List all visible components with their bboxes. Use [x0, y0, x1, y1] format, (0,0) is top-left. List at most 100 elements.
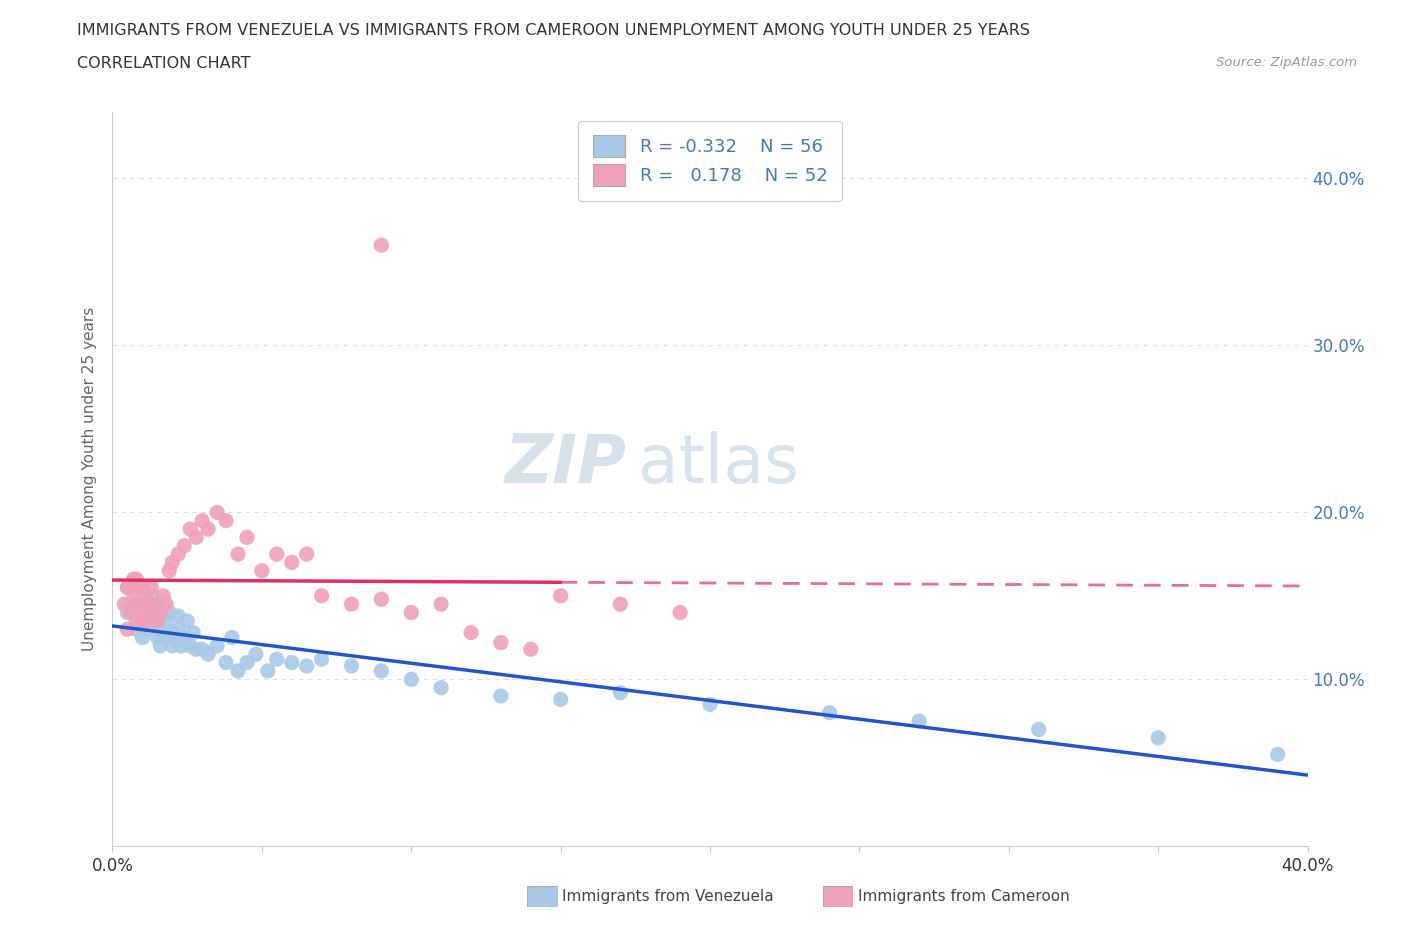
- Point: [152, 589, 174, 604]
- Point: [609, 685, 631, 700]
- Point: [128, 580, 150, 595]
- Point: [181, 625, 204, 640]
- Point: [162, 555, 183, 570]
- Point: [179, 522, 201, 537]
- Point: [281, 656, 304, 671]
- Text: atlas: atlas: [638, 432, 799, 498]
- Point: [131, 597, 153, 612]
- Point: [1028, 722, 1050, 737]
- Point: [117, 622, 139, 637]
- Point: [131, 614, 153, 629]
- Point: [131, 580, 153, 595]
- Point: [191, 642, 214, 657]
- Point: [609, 597, 631, 612]
- Point: [138, 622, 160, 637]
- Point: [489, 688, 512, 703]
- Point: [1267, 747, 1289, 762]
- Point: [125, 614, 148, 629]
- Point: [167, 608, 190, 623]
- Text: Source: ZipAtlas.com: Source: ZipAtlas.com: [1216, 56, 1357, 69]
- Point: [818, 705, 841, 720]
- Point: [669, 605, 692, 620]
- Point: [146, 614, 169, 629]
- Point: [138, 605, 160, 620]
- Point: [215, 513, 238, 528]
- Point: [146, 597, 169, 612]
- Point: [197, 647, 219, 662]
- Point: [155, 597, 177, 612]
- Point: [138, 614, 160, 629]
- Point: [125, 622, 148, 637]
- Point: [131, 631, 153, 645]
- Point: [146, 597, 169, 612]
- Point: [245, 647, 267, 662]
- Point: [117, 580, 139, 595]
- Point: [250, 564, 273, 578]
- Point: [550, 589, 572, 604]
- Point: [191, 513, 214, 528]
- Point: [117, 580, 139, 595]
- Point: [179, 639, 201, 654]
- Point: [155, 631, 177, 645]
- Point: [131, 614, 153, 629]
- Text: ZIP: ZIP: [505, 432, 627, 498]
- Legend: R = -0.332    N = 56, R =   0.178    N = 52: R = -0.332 N = 56, R = 0.178 N = 52: [578, 121, 842, 201]
- Point: [281, 555, 304, 570]
- Point: [162, 639, 183, 654]
- Point: [167, 547, 190, 562]
- Text: Immigrants from Venezuela: Immigrants from Venezuela: [562, 889, 775, 904]
- Point: [149, 605, 172, 620]
- Point: [311, 589, 333, 604]
- Point: [120, 605, 142, 620]
- Point: [236, 530, 259, 545]
- Point: [134, 605, 156, 620]
- Text: IMMIGRANTS FROM VENEZUELA VS IMMIGRANTS FROM CAMEROON UNEMPLOYMENT AMONG YOUTH U: IMMIGRANTS FROM VENEZUELA VS IMMIGRANTS …: [77, 23, 1031, 38]
- Point: [908, 713, 931, 728]
- Point: [146, 631, 169, 645]
- Point: [520, 642, 543, 657]
- Point: [167, 622, 190, 637]
- Point: [489, 635, 512, 650]
- Point: [205, 639, 228, 654]
- Point: [173, 538, 195, 553]
- Point: [205, 505, 228, 520]
- Point: [186, 530, 208, 545]
- Text: Immigrants from Cameroon: Immigrants from Cameroon: [858, 889, 1070, 904]
- Point: [550, 692, 572, 707]
- Point: [215, 656, 238, 671]
- Point: [114, 597, 135, 612]
- Point: [340, 658, 363, 673]
- Point: [340, 597, 363, 612]
- Point: [370, 663, 392, 678]
- Point: [257, 663, 280, 678]
- Point: [134, 589, 156, 604]
- Point: [162, 625, 183, 640]
- Point: [370, 238, 392, 253]
- Point: [236, 656, 259, 671]
- Point: [125, 597, 148, 612]
- Point: [131, 580, 153, 595]
- Point: [430, 597, 453, 612]
- Point: [138, 597, 160, 612]
- Point: [149, 639, 172, 654]
- Point: [311, 652, 333, 667]
- Point: [141, 589, 163, 604]
- Point: [401, 605, 423, 620]
- Point: [295, 658, 318, 673]
- Point: [460, 625, 482, 640]
- Y-axis label: Unemployment Among Youth under 25 years: Unemployment Among Youth under 25 years: [82, 307, 97, 651]
- Point: [143, 605, 166, 620]
- Point: [128, 597, 150, 612]
- Point: [165, 631, 187, 645]
- Point: [226, 547, 249, 562]
- Point: [157, 564, 180, 578]
- Point: [146, 614, 169, 629]
- Point: [155, 614, 177, 629]
- Point: [125, 572, 148, 587]
- Point: [117, 605, 139, 620]
- Point: [176, 614, 198, 629]
- Point: [430, 680, 453, 695]
- Point: [122, 589, 145, 604]
- Point: [149, 622, 172, 637]
- Point: [1147, 730, 1170, 745]
